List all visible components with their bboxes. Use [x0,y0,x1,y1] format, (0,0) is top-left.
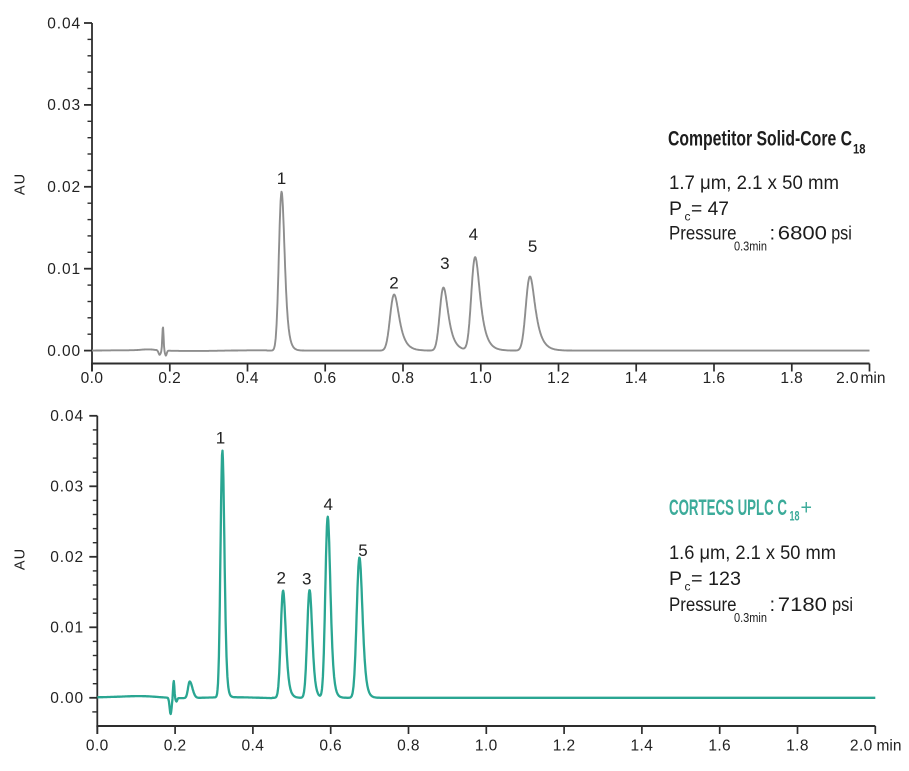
svg-text:0.04: 0.04 [47,15,81,32]
svg-text:5: 5 [528,237,537,256]
svg-text:0.2: 0.2 [158,370,181,387]
svg-text:6800: 6800 [778,223,827,245]
svg-text:psi: psi [831,223,852,245]
svg-text:2.0: 2.0 [836,370,859,387]
svg-text:4: 4 [323,495,332,514]
svg-text:= 47: = 47 [691,198,729,220]
svg-text:7180: 7180 [778,594,827,616]
svg-text:c: c [685,580,691,594]
svg-text:2.0: 2.0 [850,738,873,755]
svg-text:1.2: 1.2 [547,370,570,387]
svg-text:0.04: 0.04 [50,408,84,425]
svg-text:0.01: 0.01 [47,261,81,278]
svg-text:0.4: 0.4 [236,370,259,387]
svg-text:5: 5 [358,541,367,560]
svg-text:0.0: 0.0 [86,738,109,755]
svg-text:Pressure: Pressure [669,223,737,245]
svg-text:0.02: 0.02 [47,179,81,196]
svg-text:0.02: 0.02 [50,549,84,566]
svg-text:1: 1 [277,169,286,188]
svg-text:1.0: 1.0 [475,738,498,755]
svg-text:1: 1 [216,429,225,448]
svg-text:2: 2 [389,274,398,293]
svg-text:P: P [669,198,682,220]
svg-text::: : [770,594,775,616]
svg-text:P: P [669,568,682,590]
svg-text:1.4: 1.4 [631,738,654,755]
svg-text:1.0: 1.0 [469,370,492,387]
svg-text:0.00: 0.00 [47,343,81,360]
svg-text:+: + [801,497,813,520]
svg-text:Pressure: Pressure [669,594,737,616]
svg-text:0.03: 0.03 [50,479,84,496]
svg-text:0.8: 0.8 [392,370,415,387]
svg-text:4: 4 [469,225,478,244]
svg-text:3: 3 [440,254,449,273]
svg-text:1.8: 1.8 [786,738,809,755]
svg-text:0.00: 0.00 [50,690,84,707]
svg-text:1.7 μm, 2.1 x 50 mm: 1.7 μm, 2.1 x 50 mm [669,172,839,194]
svg-text:Competitor Solid-Core C: Competitor Solid-Core C [668,128,852,151]
svg-text::: : [770,223,775,245]
svg-text:0.4: 0.4 [242,738,265,755]
svg-text:18: 18 [853,141,866,157]
svg-text:1.2: 1.2 [553,738,576,755]
svg-text:0.8: 0.8 [397,738,420,755]
svg-text:0.6: 0.6 [319,738,342,755]
svg-text:= 123: = 123 [691,568,741,590]
svg-text:0.01: 0.01 [50,620,84,637]
svg-text:1.4: 1.4 [625,370,648,387]
svg-text:c: c [685,210,691,224]
svg-text:psi: psi [832,594,853,616]
svg-text:2: 2 [276,569,285,588]
svg-text:1.6: 1.6 [703,370,726,387]
svg-text:min: min [861,370,886,387]
svg-text:AU: AU [13,548,29,570]
svg-text:0.03: 0.03 [47,97,81,114]
svg-text:0.3min: 0.3min [734,611,767,625]
svg-text:CORTECS UPLC C: CORTECS UPLC C [669,495,787,520]
svg-text:18: 18 [790,509,800,524]
svg-text:0.2: 0.2 [164,738,187,755]
svg-text:0.3min: 0.3min [734,240,767,254]
svg-text:3: 3 [302,570,311,589]
svg-text:0.6: 0.6 [314,370,337,387]
svg-text:min: min [877,738,902,755]
svg-text:0.0: 0.0 [81,370,104,387]
svg-text:AU: AU [12,173,28,195]
svg-text:1.6 μm, 2.1 x 50 mm: 1.6 μm, 2.1 x 50 mm [669,542,836,564]
svg-text:1.6: 1.6 [708,738,731,755]
svg-text:1.8: 1.8 [780,370,803,387]
